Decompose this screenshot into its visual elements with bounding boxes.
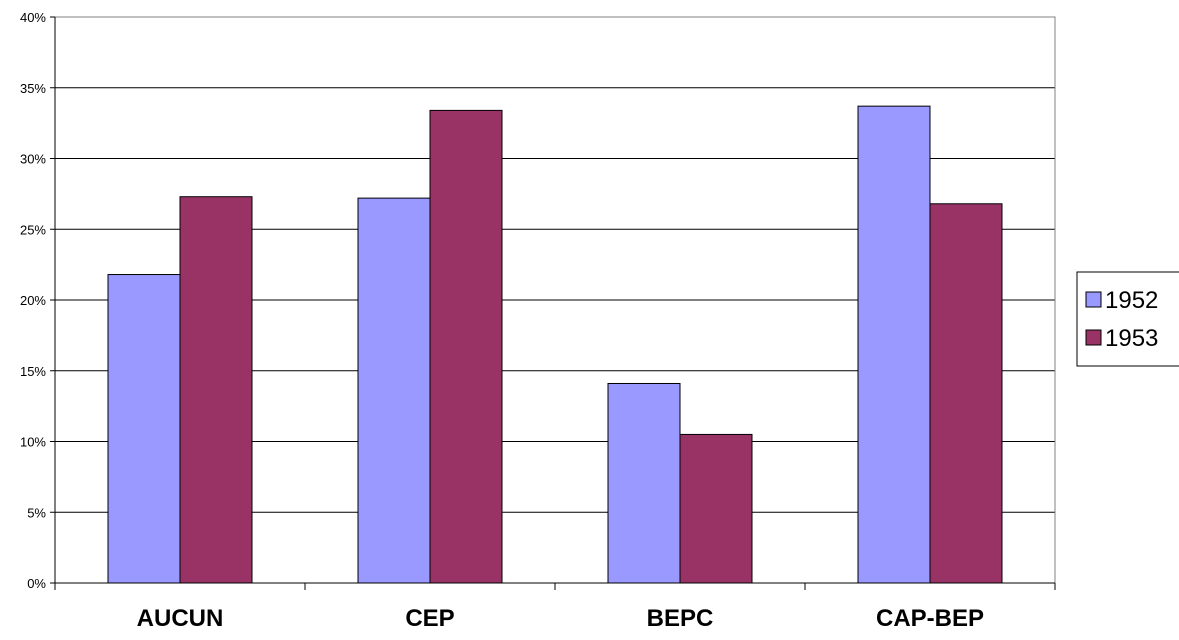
y-tick-label: 5% [27, 505, 46, 520]
bar-cap-bep-1952 [857, 105, 931, 584]
x-category-label: AUCUN [137, 605, 224, 632]
y-tick-label: 35% [20, 81, 46, 96]
y-tick-label: 10% [20, 435, 46, 450]
legend-box [1076, 271, 1179, 367]
y-tick-label: 0% [27, 576, 46, 591]
legend-label: 1952 [1105, 287, 1158, 314]
legend-swatch-1952 [1085, 291, 1102, 308]
bars [107, 105, 1003, 584]
bar-cep-1952 [357, 197, 431, 584]
legend-swatch-1953 [1085, 329, 1102, 346]
x-category-label: BEPC [647, 605, 714, 632]
bar-cep-1953 [429, 109, 503, 584]
legend-label: 1953 [1105, 325, 1158, 352]
y-tick-label: 30% [20, 152, 46, 167]
x-category-label: CEP [405, 605, 454, 632]
y-tick-label: 20% [20, 293, 46, 308]
bar-cap-bep-1953 [929, 203, 1003, 584]
x-category-label: CAP-BEP [876, 605, 984, 632]
legend: 1952 1953 [1076, 271, 1179, 367]
y-tick-label: 25% [20, 222, 46, 237]
bar-aucun-1953 [179, 196, 253, 584]
bar-bepc-1953 [679, 433, 753, 584]
axes [50, 16, 1056, 590]
x-category-labels: AUCUN CEP BEPC CAP-BEP [137, 605, 984, 632]
bar-bepc-1952 [607, 382, 681, 584]
y-tick-labels: 0% 5% 10% 15% 20% 25% 30% 35% 40% [20, 10, 46, 591]
y-tick-label: 40% [20, 10, 46, 25]
bar-aucun-1952 [107, 274, 181, 584]
y-tick-label: 15% [20, 364, 46, 379]
